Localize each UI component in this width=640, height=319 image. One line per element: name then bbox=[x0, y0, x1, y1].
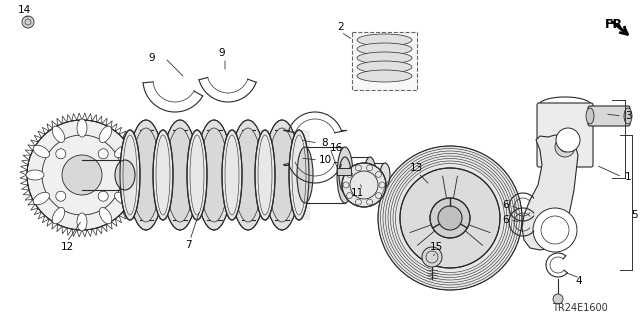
Ellipse shape bbox=[52, 208, 65, 224]
FancyBboxPatch shape bbox=[537, 103, 593, 167]
Text: 5: 5 bbox=[632, 210, 638, 220]
Circle shape bbox=[56, 191, 66, 201]
Text: 4: 4 bbox=[576, 276, 582, 286]
Circle shape bbox=[342, 163, 386, 207]
Ellipse shape bbox=[187, 130, 207, 220]
Ellipse shape bbox=[380, 163, 390, 187]
Circle shape bbox=[438, 206, 462, 230]
Ellipse shape bbox=[99, 208, 112, 224]
Ellipse shape bbox=[128, 120, 164, 230]
Text: 14: 14 bbox=[17, 5, 31, 15]
Ellipse shape bbox=[196, 120, 232, 230]
Text: 16: 16 bbox=[330, 143, 342, 153]
Ellipse shape bbox=[153, 130, 173, 220]
Ellipse shape bbox=[166, 128, 194, 222]
Circle shape bbox=[422, 247, 442, 267]
Ellipse shape bbox=[234, 128, 262, 222]
Circle shape bbox=[430, 198, 470, 238]
Text: 9: 9 bbox=[148, 53, 156, 63]
Text: 1: 1 bbox=[625, 172, 631, 182]
Ellipse shape bbox=[586, 108, 594, 124]
Ellipse shape bbox=[162, 120, 198, 230]
Circle shape bbox=[56, 149, 66, 159]
Circle shape bbox=[98, 149, 108, 159]
FancyBboxPatch shape bbox=[588, 106, 630, 126]
Ellipse shape bbox=[222, 130, 242, 220]
Circle shape bbox=[555, 137, 575, 157]
Ellipse shape bbox=[297, 147, 313, 203]
Ellipse shape bbox=[115, 160, 135, 190]
Text: 6: 6 bbox=[502, 215, 509, 225]
Ellipse shape bbox=[115, 192, 131, 205]
Ellipse shape bbox=[255, 130, 275, 220]
Polygon shape bbox=[522, 135, 578, 250]
Ellipse shape bbox=[357, 43, 412, 55]
Text: 7: 7 bbox=[185, 240, 191, 250]
Ellipse shape bbox=[264, 120, 300, 230]
Circle shape bbox=[556, 128, 580, 152]
Ellipse shape bbox=[77, 119, 87, 137]
Ellipse shape bbox=[364, 157, 376, 193]
Ellipse shape bbox=[132, 128, 160, 222]
Text: 13: 13 bbox=[410, 163, 422, 173]
Ellipse shape bbox=[33, 192, 49, 205]
FancyBboxPatch shape bbox=[352, 32, 417, 90]
Text: 11: 11 bbox=[350, 188, 364, 198]
Ellipse shape bbox=[26, 170, 44, 180]
Ellipse shape bbox=[120, 170, 138, 180]
Ellipse shape bbox=[339, 157, 351, 193]
Ellipse shape bbox=[357, 70, 412, 82]
Ellipse shape bbox=[624, 108, 632, 124]
Ellipse shape bbox=[357, 34, 412, 46]
FancyBboxPatch shape bbox=[337, 168, 351, 175]
Text: 10: 10 bbox=[319, 155, 332, 165]
Ellipse shape bbox=[230, 120, 266, 230]
Circle shape bbox=[62, 155, 102, 195]
Circle shape bbox=[400, 168, 500, 268]
Text: TR24E1600: TR24E1600 bbox=[552, 303, 608, 313]
Text: FR.: FR. bbox=[605, 19, 628, 32]
Ellipse shape bbox=[357, 52, 412, 64]
Circle shape bbox=[553, 294, 563, 304]
FancyBboxPatch shape bbox=[125, 130, 310, 220]
Text: 8: 8 bbox=[322, 138, 328, 148]
Ellipse shape bbox=[268, 128, 296, 222]
Ellipse shape bbox=[120, 130, 140, 220]
Ellipse shape bbox=[77, 213, 87, 231]
Ellipse shape bbox=[99, 126, 112, 143]
Ellipse shape bbox=[115, 145, 131, 158]
Circle shape bbox=[533, 208, 577, 252]
Ellipse shape bbox=[289, 130, 309, 220]
Text: 3: 3 bbox=[625, 111, 631, 121]
Text: 15: 15 bbox=[429, 242, 443, 252]
Text: 9: 9 bbox=[219, 48, 225, 58]
Circle shape bbox=[22, 16, 34, 28]
Ellipse shape bbox=[337, 147, 353, 203]
Ellipse shape bbox=[33, 145, 49, 158]
Text: 6: 6 bbox=[502, 200, 509, 210]
Ellipse shape bbox=[357, 61, 412, 73]
Ellipse shape bbox=[52, 126, 65, 143]
Circle shape bbox=[378, 146, 522, 290]
Text: 12: 12 bbox=[60, 242, 74, 252]
Ellipse shape bbox=[200, 128, 228, 222]
Circle shape bbox=[27, 120, 137, 230]
Text: 2: 2 bbox=[338, 22, 344, 32]
Circle shape bbox=[98, 191, 108, 201]
